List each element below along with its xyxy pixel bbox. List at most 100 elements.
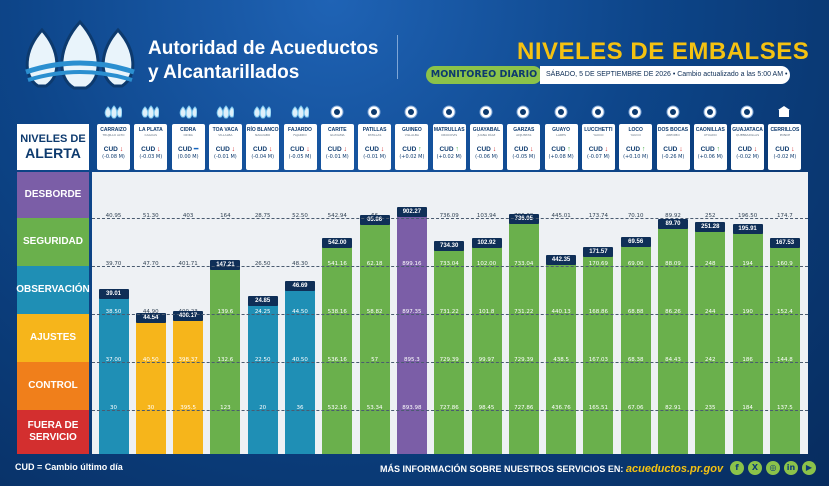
- daily-change: (-0.26 M): [661, 154, 685, 160]
- threshold-value: 170.69: [588, 261, 609, 267]
- reservoir-location: YAUCO: [593, 133, 604, 137]
- reservoir-header: CARITE GUAYAMA CUD ↓ (-0.01 M): [320, 124, 354, 170]
- daily-change: (-0.01 M): [325, 154, 349, 160]
- threshold-value: 729.39: [439, 357, 459, 363]
- threshold-value: 51.30: [142, 213, 159, 219]
- reservoir-header: RÍO BLANCO NAGUABO CUD ↓ (-0.04 M): [246, 124, 280, 170]
- cud-indicator: CUD ↓: [731, 146, 764, 154]
- instagram-icon[interactable]: ◎: [766, 461, 780, 475]
- reservoir-location: CAGUAS: [144, 133, 158, 137]
- current-level-value: 69.56: [620, 236, 651, 247]
- threshold-value: 174.7: [777, 213, 793, 219]
- current-level-value: 24.85: [247, 296, 278, 307]
- aaa-drops-icon: [253, 104, 272, 119]
- threshold-value: 727.86: [514, 405, 534, 411]
- cud-indicator: CUD ↓: [134, 146, 167, 154]
- change-arrow-icon: ↓: [679, 146, 683, 153]
- threshold-value: 68.38: [627, 357, 644, 363]
- reservoir-location: QUEBRADILLAS: [736, 133, 760, 137]
- cud-label: CUD: [178, 146, 193, 153]
- reservoir-location: PONCE: [779, 133, 791, 137]
- reservoir-name: TOA VACA: [212, 127, 239, 133]
- threshold-value: 731.22: [514, 309, 534, 315]
- alert-level-4: AJUSTES: [17, 314, 89, 362]
- cud-label: CUD: [402, 146, 417, 153]
- threshold-value: 729.39: [514, 357, 534, 363]
- current-level-value: 734.30: [434, 241, 465, 252]
- cud-indicator: CUD ↑: [395, 146, 428, 154]
- threshold-value: 235: [705, 405, 716, 411]
- cud-indicator: CUD ↓: [507, 146, 540, 154]
- reservoir-header: TOA VACA VILLALBA CUD ↓ (-0.01 M): [208, 124, 242, 170]
- reservoir-name: CERRILLOS: [770, 127, 800, 133]
- cud-indicator: CUD ━: [172, 146, 205, 154]
- daily-change: (-0.04 M): [251, 154, 275, 160]
- reservoir-level-bar: [396, 212, 427, 454]
- reservoir-level-bar: [583, 252, 614, 454]
- threshold-value: 132.6: [217, 357, 234, 363]
- reservoir-name: DOS BOCAS: [657, 127, 689, 133]
- current-level-value: 442.35: [546, 255, 577, 266]
- cud-label: CUD: [737, 146, 752, 153]
- linkedin-icon[interactable]: in: [784, 461, 798, 475]
- threshold-value: 69.00: [627, 261, 644, 267]
- change-arrow-icon: ↓: [157, 146, 161, 153]
- cud-legend-note: CUD = Cambio último día: [15, 462, 123, 472]
- cud-label: CUD: [290, 146, 305, 153]
- x-icon[interactable]: X: [748, 461, 762, 475]
- reservoir-name: LA PLATA: [138, 127, 163, 133]
- threshold-value: 440.13: [551, 309, 571, 315]
- change-arrow-icon: ↓: [306, 146, 310, 153]
- reservoir-level-bar: [135, 317, 166, 454]
- threshold-value: 244: [705, 309, 716, 315]
- cud-label: CUD: [588, 146, 603, 153]
- threshold-value: 152.4: [777, 309, 793, 315]
- cud-indicator: CUD ↓: [358, 146, 391, 154]
- reservoir-header: DOS BOCAS ARECIBO CUD ↓ (-0.26 M): [656, 124, 690, 170]
- reservoir-location: NAGUABO: [255, 133, 271, 137]
- reservoir-location: PATILLAS: [367, 133, 382, 137]
- alert-level-2: SEGURIDAD: [17, 218, 89, 266]
- reservoir-header: PATILLAS PATILLAS CUD ↓ (-0.01 M): [358, 124, 392, 170]
- threshold-value: 24.25: [254, 309, 271, 315]
- threshold-value: 89.92: [665, 213, 681, 219]
- website-link[interactable]: acueductos.pr.gov: [625, 463, 724, 475]
- threshold-value: 184: [742, 405, 753, 411]
- reservoir-name: RÍO BLANCO: [246, 127, 279, 133]
- aee-icon: [514, 104, 532, 119]
- change-arrow-icon: ↓: [231, 146, 236, 153]
- cud-label: CUD: [364, 146, 379, 153]
- threshold-value: 893.98: [402, 405, 422, 411]
- threshold-value: 727.86: [439, 405, 459, 411]
- reservoir-level-bar: [359, 219, 390, 454]
- cud-label: CUD: [327, 146, 342, 153]
- threshold-value: 30: [110, 405, 117, 411]
- daily-change: (+0.10 M): [623, 154, 649, 160]
- cud-label: CUD: [141, 146, 156, 153]
- youtube-icon[interactable]: ▶: [802, 461, 816, 475]
- reservoir-location: FAJARDO: [293, 133, 307, 137]
- level-boundary-line: [92, 362, 808, 363]
- threshold-value: 186: [742, 357, 753, 363]
- reservoir-location: VILLALBA: [404, 133, 419, 137]
- aaa-drops-icon: [104, 104, 123, 119]
- facebook-icon[interactable]: f: [730, 461, 744, 475]
- threshold-value: 123: [220, 405, 231, 411]
- threshold-value: 897.35: [402, 309, 422, 315]
- reservoir-name: CAONILLAS: [695, 127, 725, 133]
- alert-level-6: FUERA DE SERVICIO: [17, 410, 89, 454]
- change-arrow-icon: ↓: [119, 146, 124, 153]
- threshold-value: 899.16: [402, 261, 422, 267]
- alert-level-3: OBSERVACIÓN: [16, 266, 90, 314]
- cud-indicator: CUD ↑: [619, 146, 652, 154]
- threshold-value: 103.94: [476, 213, 497, 219]
- aee-icon: [365, 104, 383, 119]
- threshold-value: 252: [705, 213, 716, 219]
- aee-icon: [552, 104, 570, 119]
- threshold-value: 168.86: [588, 309, 609, 315]
- aee-icon: [664, 104, 682, 119]
- monitor-date-info: SÁBADO, 5 DE SEPTIEMBRE DE 2026 • Cambio…: [540, 66, 790, 84]
- change-arrow-icon: ↓: [604, 146, 609, 153]
- threshold-value: 67.06: [627, 405, 644, 411]
- reservoir-level-bar: [210, 265, 241, 454]
